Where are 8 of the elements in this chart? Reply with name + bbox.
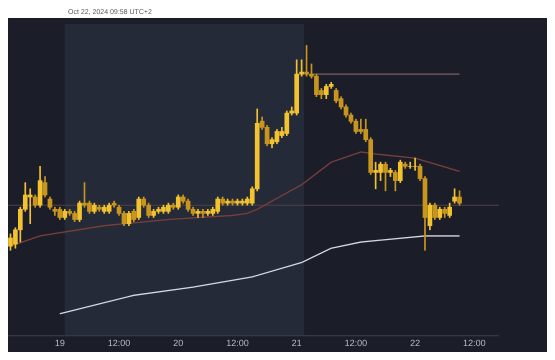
- x-tick-label: 19: [54, 338, 65, 348]
- x-tick-label: 12:00: [463, 338, 486, 348]
- x-tick-label: 21: [292, 338, 302, 348]
- x-tick-label: 12:00: [226, 338, 249, 348]
- x-tick-label: 12:00: [108, 338, 130, 348]
- x-tick-label: 12:00: [344, 338, 368, 348]
- x-tick-label: 20: [173, 338, 184, 348]
- x-tick-label: 22: [410, 338, 420, 348]
